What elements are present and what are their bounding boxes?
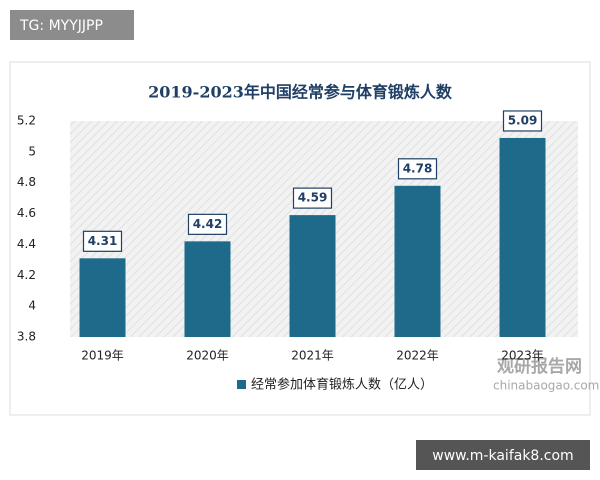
value-label-box: [187, 213, 228, 235]
x-tick-label: 2020年: [186, 349, 229, 363]
chart-title: 2019-2023年中国经常参与体育锻炼人数: [148, 83, 453, 102]
value-label: 4.42: [193, 217, 223, 231]
legend-swatch: [237, 380, 246, 389]
y-tick-label: 4.6: [17, 206, 36, 220]
top-label-box: [10, 10, 134, 40]
x-tick-label: 2019年: [81, 349, 124, 363]
value-label: 4.31: [88, 234, 118, 248]
y-tick-label: 4.4: [17, 237, 36, 251]
bar: [394, 185, 441, 337]
value-label: 4.78: [403, 161, 433, 175]
bar: [499, 137, 546, 337]
top-label: TG: MYYJJPP: [19, 18, 103, 34]
watermark: 观研报告网: [496, 356, 582, 377]
watermark-url: chinabaogao.com: [493, 379, 599, 393]
value-label: 5.09: [508, 113, 538, 127]
value-label: 4.59: [298, 191, 328, 205]
bar: [79, 258, 126, 337]
y-tick-label: 3.8: [17, 330, 36, 344]
bottom-label-box: [416, 440, 590, 470]
value-label-box: [502, 110, 543, 132]
y-tick-label: 5: [28, 144, 36, 158]
legend-label: 经常参加体育锻炼人数（亿人）: [251, 377, 433, 393]
y-tick-label: 4.2: [17, 268, 36, 282]
bar: [184, 241, 231, 337]
value-label-box: [292, 187, 333, 209]
value-label-box: [397, 158, 438, 180]
x-tick-label: 2023年: [501, 349, 544, 363]
bar: [289, 215, 336, 337]
y-tick-label: 4.8: [17, 175, 36, 189]
x-tick-label: 2022年: [396, 349, 439, 363]
bottom-label: www.m-kaifak8.com: [432, 448, 573, 464]
value-label-box: [82, 230, 123, 252]
x-tick-label: 2021年: [291, 349, 334, 363]
y-tick-label: 5.2: [17, 114, 36, 128]
y-tick-label: 4: [28, 299, 36, 313]
